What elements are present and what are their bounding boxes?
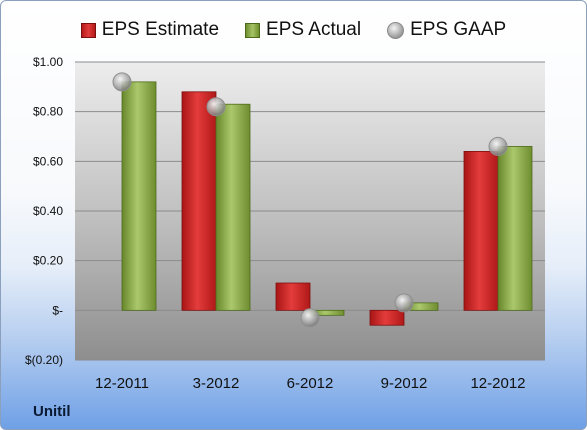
y-tick-label: $- (52, 303, 63, 317)
bar-actual (215, 103, 251, 311)
x-tick-label: 12-2012 (470, 375, 525, 392)
marker-gaap (300, 308, 320, 328)
marker-gaap (488, 136, 508, 156)
legend-label-gaap: EPS GAAP (410, 19, 507, 40)
legend-swatch-actual (245, 22, 261, 38)
legend-label-estimate: EPS Estimate (101, 19, 220, 40)
company-name: Unitil (33, 403, 71, 420)
x-tick-label: 3-2012 (193, 375, 240, 392)
y-tick-label: $1.00 (33, 55, 63, 69)
x-tick-label: 9-2012 (381, 375, 428, 392)
marker-gaap (394, 293, 414, 313)
marker-gaap (206, 97, 226, 117)
y-tick-label: $(0.20) (25, 353, 63, 367)
gaap-markers (112, 72, 508, 328)
bar-estimate (463, 150, 499, 311)
y-tick-label: $0.80 (33, 105, 63, 119)
bar-estimate (369, 309, 405, 326)
legend-item-estimate: EPS Estimate (80, 19, 220, 41)
legend-marker-gaap (387, 21, 405, 39)
y-axis: $1.00 $0.80 $0.60 $0.40 $0.20 $- $(0.20) (25, 55, 63, 367)
x-tick-label: 12-2011 (95, 375, 149, 392)
legend-item-gaap: EPS GAAP (387, 19, 506, 41)
legend-item-actual: EPS Actual (245, 19, 361, 41)
bar-estimate (275, 282, 311, 311)
legend: EPS Estimate EPS Actual EPS GAAP (1, 15, 586, 45)
x-axis: 12-2011 3-2012 6-2012 9-2012 12-2012 (95, 375, 526, 392)
marker-gaap (112, 72, 132, 92)
legend-label-actual: EPS Actual (266, 19, 362, 40)
y-tick-label: $0.20 (33, 254, 63, 268)
bar-actual (497, 146, 533, 311)
bar-actual (121, 81, 157, 311)
bar-estimate (181, 91, 217, 311)
legend-swatch-estimate (80, 22, 96, 38)
y-tick-label: $0.40 (33, 204, 63, 218)
bars (121, 81, 533, 326)
y-tick-label: $0.60 (33, 154, 63, 168)
x-tick-label: 6-2012 (287, 375, 334, 392)
